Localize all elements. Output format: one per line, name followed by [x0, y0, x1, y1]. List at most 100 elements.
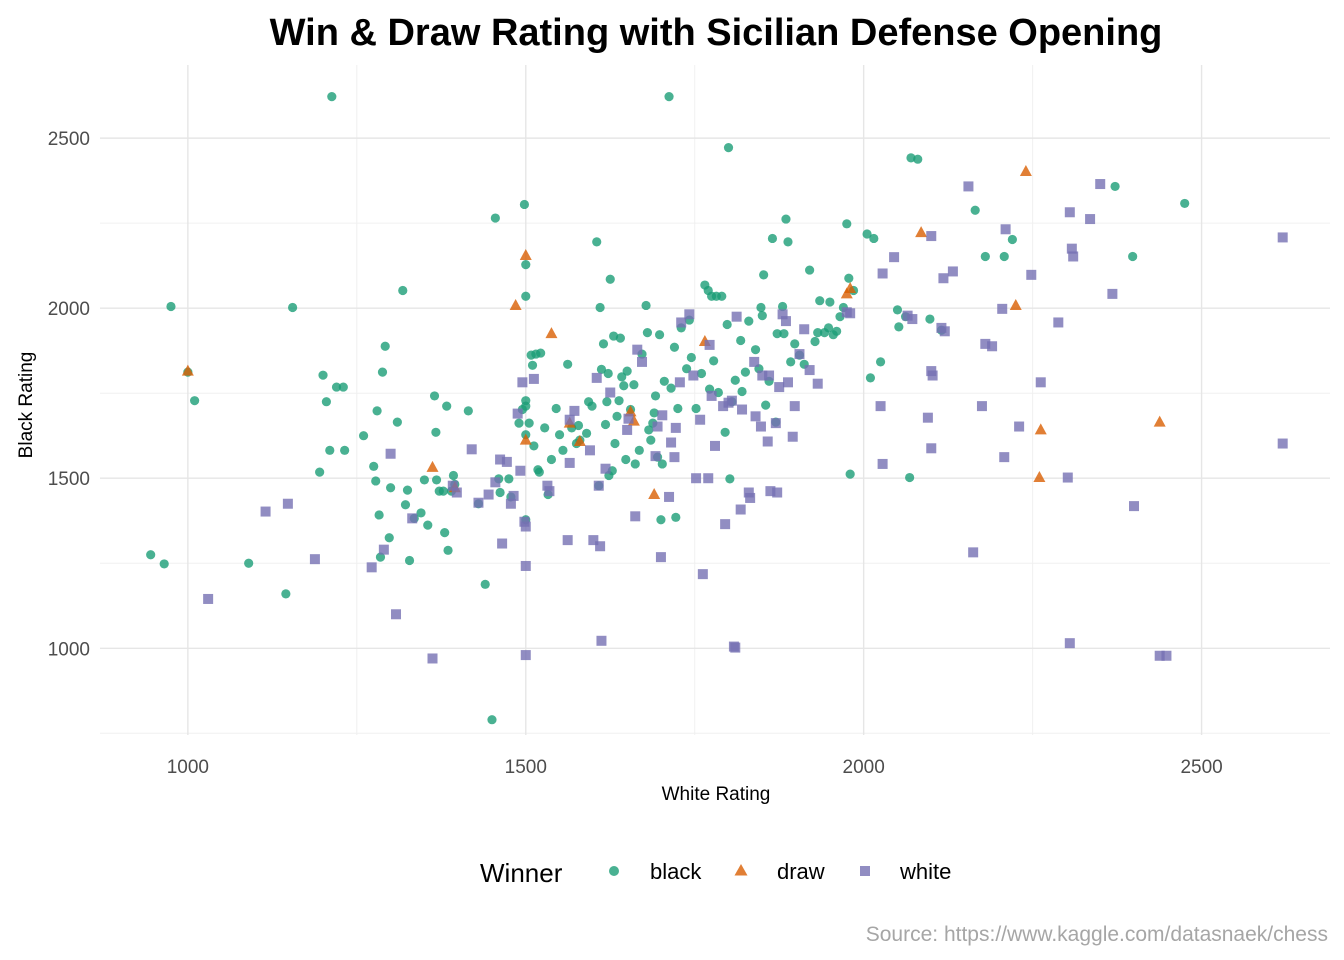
data-point-white: [704, 339, 715, 350]
data-point-black: [595, 302, 605, 313]
data-point-black: [781, 214, 791, 224]
data-point-white: [596, 635, 607, 646]
data-point-black: [759, 270, 769, 280]
data-point-white: [1035, 377, 1046, 388]
legend-title: Winner: [480, 858, 563, 888]
data-point-black: [842, 219, 852, 229]
data-point-black: [480, 579, 490, 589]
data-point-white: [407, 513, 418, 524]
data-point-white: [564, 414, 575, 425]
data-point-black: [786, 357, 796, 367]
data-point-draw: [1034, 423, 1047, 435]
data-point-black: [527, 360, 538, 370]
data-point-black: [832, 326, 842, 336]
data-point-black: [558, 445, 568, 455]
data-point-black: [377, 367, 388, 377]
data-point-black: [644, 425, 654, 435]
data-point-white: [926, 231, 937, 242]
data-point-white: [466, 444, 477, 455]
data-point-black: [805, 265, 815, 275]
data-point-black: [442, 401, 452, 411]
data-point-white: [695, 414, 706, 425]
data-point-white: [630, 511, 641, 522]
data-point-black: [642, 328, 653, 338]
data-point-white: [780, 316, 791, 327]
data-point-white: [947, 266, 958, 277]
data-point-black: [777, 301, 788, 312]
data-point-black: [905, 472, 915, 483]
data-point-white: [652, 421, 663, 432]
data-point-black: [761, 400, 771, 410]
data-point-white: [789, 401, 800, 412]
data-point-white: [765, 486, 776, 497]
data-point-black: [592, 237, 602, 247]
data-point-black: [375, 552, 386, 562]
data-point-white: [772, 487, 783, 498]
data-point-black: [384, 533, 394, 543]
data-point-white: [588, 535, 599, 546]
data-point-black: [338, 382, 348, 392]
data-point-white: [528, 373, 539, 384]
data-point-white: [939, 326, 950, 337]
data-point-white: [691, 473, 702, 484]
data-point-white: [774, 382, 785, 393]
data-point-black: [358, 431, 369, 441]
legend-key-black: [609, 866, 619, 876]
data-point-draw: [1009, 298, 1022, 310]
data-point-black: [844, 273, 854, 283]
data-point-black: [402, 485, 413, 495]
data-point-black: [534, 467, 544, 477]
data-point-black: [622, 366, 632, 376]
data-point-draw: [648, 488, 661, 500]
legend-label-black: black: [650, 859, 702, 884]
data-point-white: [749, 356, 760, 367]
data-point-white: [710, 440, 720, 451]
data-point-draw: [519, 248, 532, 260]
data-point-white: [676, 317, 687, 328]
data-point-white: [726, 395, 737, 406]
data-point-black: [371, 476, 381, 486]
data-point-draw: [573, 434, 586, 446]
data-point-black: [521, 396, 531, 406]
data-point-black: [602, 397, 612, 407]
data-point-black: [487, 715, 497, 725]
data-point-black: [190, 396, 200, 406]
data-point-white: [391, 609, 402, 620]
data-point-white: [875, 401, 886, 412]
data-point-white: [976, 401, 987, 412]
data-point-black: [813, 328, 823, 338]
data-point-black: [400, 500, 411, 510]
data-point-white: [427, 653, 438, 664]
data-point-black: [398, 285, 408, 296]
data-point-white: [877, 458, 888, 469]
data-point-black: [744, 316, 754, 326]
data-point-white: [670, 422, 681, 433]
data-point-black: [321, 397, 332, 407]
data-point-black: [521, 291, 531, 301]
source-caption: Source: https://www.kaggle.com/datasnaek…: [866, 923, 1328, 946]
data-point-white: [706, 390, 717, 401]
data-point-black: [540, 423, 550, 433]
data-point-black: [1007, 234, 1017, 245]
data-point-white: [799, 324, 810, 335]
x-axis-ticks: 1000 1500 2000 2500: [167, 757, 1223, 778]
data-point-draw: [1033, 471, 1046, 483]
data-point-white: [730, 642, 741, 653]
data-point-black: [563, 359, 573, 369]
data-point-white: [669, 452, 680, 463]
data-point-white: [490, 477, 501, 488]
data-point-black: [619, 381, 629, 391]
data-point-black: [750, 345, 761, 355]
data-point-black: [448, 470, 459, 481]
data-point-draw: [426, 460, 439, 472]
data-point-black: [875, 357, 886, 367]
data-point-white: [650, 451, 661, 462]
data-point-black: [612, 411, 622, 421]
data-point-black: [281, 589, 291, 599]
data-point-white: [922, 412, 933, 423]
data-point-white: [1064, 207, 1075, 218]
data-point-white: [1277, 438, 1288, 449]
data-point-white: [1053, 317, 1064, 328]
data-point-white: [703, 473, 714, 484]
data-point-white: [1154, 650, 1165, 661]
